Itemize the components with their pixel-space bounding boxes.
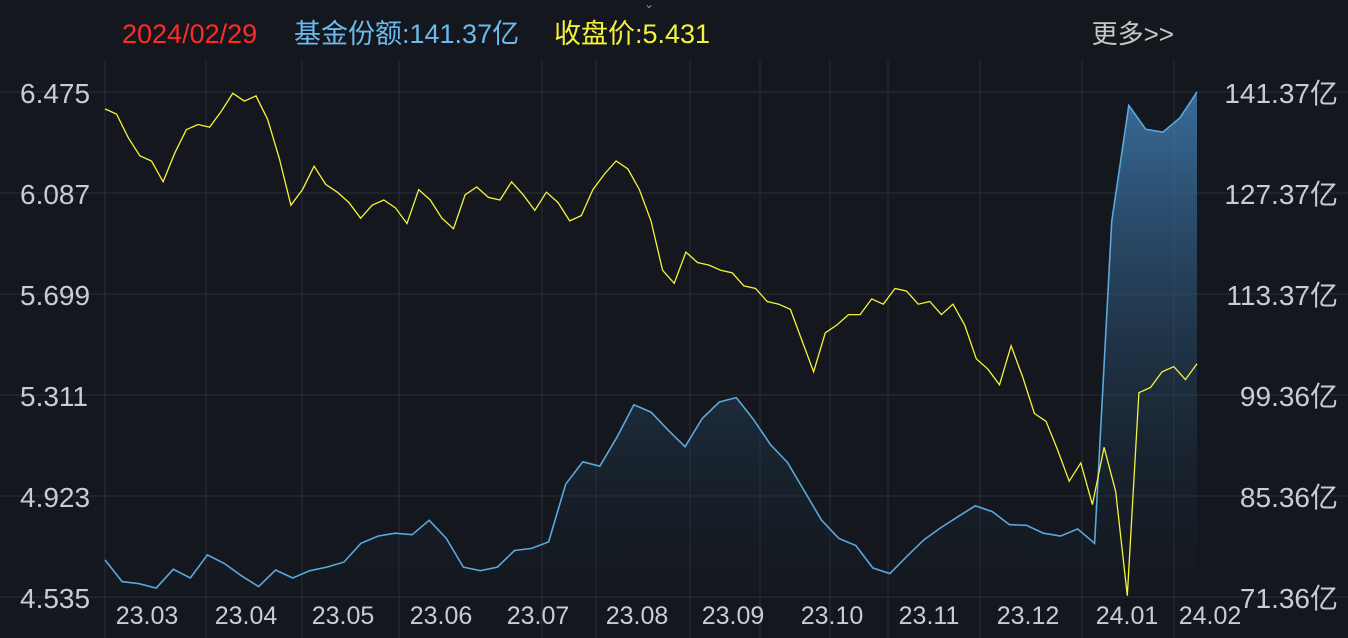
left-tick-label: 6.087: [20, 179, 90, 210]
left-tick-label: 4.923: [20, 482, 90, 513]
chevron-down-icon[interactable]: ⌄: [643, 0, 655, 11]
x-tick-label: 23.05: [312, 602, 375, 630]
x-tick-label: 23.10: [801, 602, 864, 630]
left-tick-label: 4.535: [20, 583, 90, 614]
x-tick-label: 24.02: [1179, 602, 1242, 630]
more-link[interactable]: 更多>>: [1091, 19, 1174, 49]
close-price-line: [104, 92, 1198, 596]
x-tick-label: 23.03: [116, 602, 179, 630]
left-tick-label: 6.475: [20, 78, 90, 109]
date-label: 2024/02/29: [122, 19, 258, 49]
fund-share-line: [104, 91, 1198, 589]
left-tick-label: 5.311: [20, 381, 88, 412]
fund-share-area: [105, 92, 1197, 597]
chart-header: ⌄ 2024/02/29 基金份额:141.37亿 收盘价:5.431 更多>>: [0, 0, 1348, 60]
x-tick-label: 23.04: [215, 602, 278, 630]
right-tick-label: 141.37亿: [1224, 78, 1338, 109]
right-tick-label: 113.37亿: [1226, 280, 1338, 311]
x-tick-label: 23.09: [702, 602, 765, 630]
right-axis: 141.37亿 127.37亿 113.37亿 99.36亿 85.36亿 71.36亿: [1224, 78, 1338, 614]
x-tick-label: 23.11: [899, 602, 960, 630]
close-price-label: 收盘价:5.431: [554, 19, 711, 49]
right-tick-label: 71.36亿: [1240, 583, 1338, 614]
x-tick-label: 23.12: [997, 602, 1060, 630]
right-tick-label: 99.36亿: [1240, 381, 1338, 412]
left-axis: 6.475 6.087 5.699 5.311 4.923 4.535: [20, 78, 90, 614]
x-tick-label: 24.01: [1096, 602, 1159, 630]
x-tick-label: 23.08: [606, 602, 669, 630]
x-tick-label: 23.06: [410, 602, 473, 630]
fund-share-series: [104, 91, 1198, 597]
fund-share-label: 基金份额:141.37亿: [294, 19, 520, 49]
right-tick-label: 127.37亿: [1224, 179, 1338, 210]
right-tick-label: 85.36亿: [1240, 482, 1338, 513]
left-tick-label: 5.699: [20, 280, 90, 311]
x-axis: 23.03 23.04 23.05 23.06 23.07 23.08 23.09 23.10…: [116, 602, 1242, 630]
x-tick-label: 23.07: [507, 602, 570, 630]
close-price-series: [104, 92, 1198, 596]
